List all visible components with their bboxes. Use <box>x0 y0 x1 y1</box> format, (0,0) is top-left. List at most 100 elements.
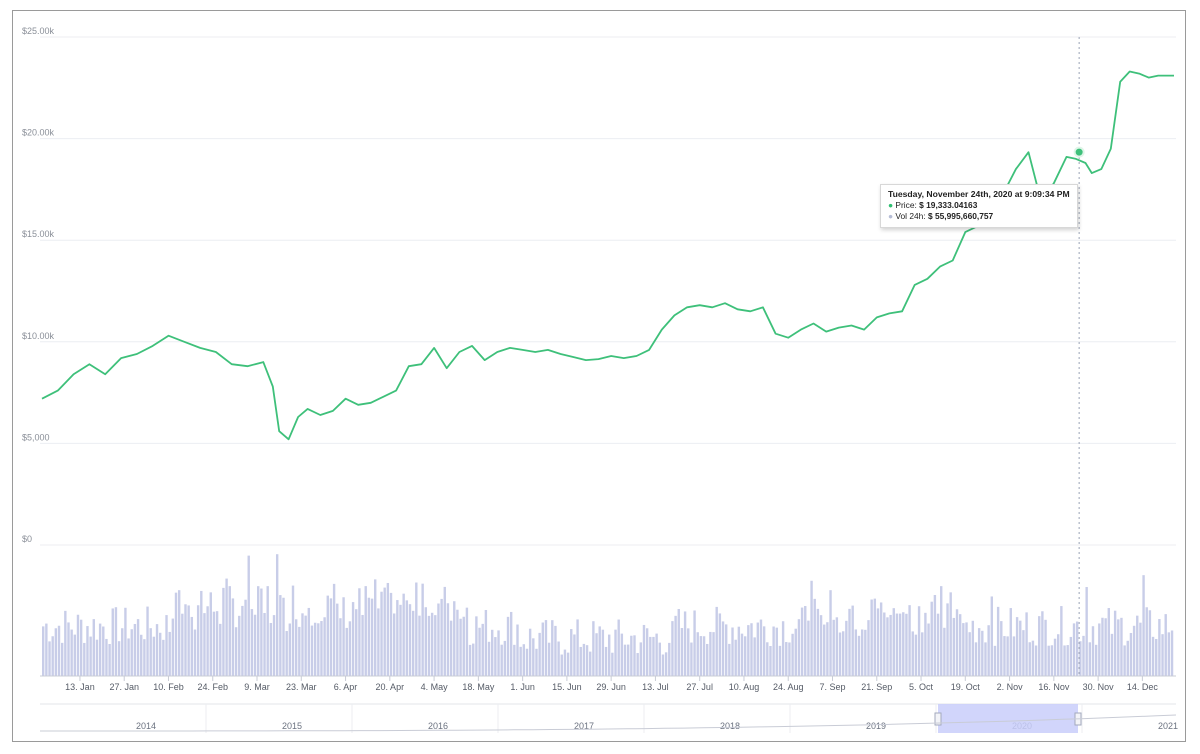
volume-bar <box>462 616 465 676</box>
tooltip: Tuesday, November 24th, 2020 at 9:09:34 … <box>880 184 1078 228</box>
volume-bar <box>241 605 244 676</box>
volume-bar <box>1151 636 1155 676</box>
volume-bar <box>497 630 500 676</box>
volume-bar <box>358 588 361 676</box>
volume-bar <box>332 583 336 676</box>
volume-bar <box>674 615 677 676</box>
volume-bar <box>168 631 171 676</box>
volume-bar <box>1170 630 1174 676</box>
volume-bar <box>1155 638 1158 676</box>
volume-bar <box>993 645 997 676</box>
volume-bar <box>721 621 725 676</box>
volume-bar <box>743 636 747 676</box>
volume-bar <box>661 654 665 676</box>
volume-bar <box>79 619 83 676</box>
volume-bar <box>386 582 390 676</box>
volume-bar <box>269 622 273 676</box>
volume-bar <box>990 596 994 676</box>
volume-bar <box>914 634 918 676</box>
navigator-year-label: 2017 <box>574 721 594 731</box>
volume-bar <box>453 601 456 676</box>
volume-bar <box>826 622 829 676</box>
volume-bar <box>234 627 238 676</box>
volume-bar <box>222 587 225 676</box>
x-tick-label: 24. Feb <box>197 682 228 692</box>
y-tick-label: $25.00k <box>22 26 55 36</box>
volume-bar <box>943 627 946 676</box>
volume-bar <box>140 634 143 676</box>
volume-bar <box>1136 615 1139 676</box>
volume-bar <box>1148 610 1152 676</box>
volume-bar <box>1072 623 1076 676</box>
y-tick-label: $0 <box>22 534 32 544</box>
price-series[interactable] <box>41 70 1174 441</box>
volume-bar <box>89 636 92 676</box>
volume-bar <box>857 635 861 676</box>
volume-bar <box>1009 608 1012 676</box>
volume-bar <box>753 637 756 676</box>
volume-bar <box>411 610 415 676</box>
volume-bar <box>1053 638 1057 676</box>
volume-bar <box>557 641 560 676</box>
volume-bar <box>437 603 440 676</box>
volume-bar <box>921 632 924 676</box>
volume-bar <box>244 599 247 676</box>
volume-bar <box>804 606 807 676</box>
volume-bar <box>184 604 187 676</box>
volume-bar <box>456 609 459 676</box>
volume-bar <box>819 615 823 676</box>
volume-bar <box>491 629 494 676</box>
volume-bar <box>608 634 611 676</box>
volume-bar <box>434 615 437 676</box>
y-tick-label: $10.00k <box>22 331 55 341</box>
volume-bar <box>127 638 130 676</box>
volume-bar <box>506 616 510 676</box>
volume-bar <box>209 592 212 676</box>
volume-bar <box>848 608 851 676</box>
volume-bar <box>747 625 750 676</box>
volume-bar <box>908 605 911 676</box>
volume-bar <box>895 613 899 676</box>
volume-bar <box>408 604 412 676</box>
volume-bar <box>484 609 488 676</box>
volume-bar <box>687 628 690 676</box>
volume-bar <box>829 590 832 676</box>
volume-bar <box>430 612 434 676</box>
navigator-year-label: 2019 <box>866 721 886 731</box>
volume-bar <box>291 585 295 676</box>
volume-bar <box>633 635 636 676</box>
navigator[interactable]: 20142015201620172018201920202021 <box>40 703 1178 733</box>
x-tick-label: 27. Jan <box>109 682 139 692</box>
volume-bar <box>547 642 551 676</box>
y-tick-label: $15.00k <box>22 229 55 239</box>
volume-bar <box>98 623 102 676</box>
volume-bar <box>1028 642 1031 676</box>
x-tick-label: 1. Jun <box>510 682 535 692</box>
volume-bar <box>1126 640 1129 676</box>
volume-bar <box>509 611 513 676</box>
volume-bar <box>589 651 592 676</box>
volume-bar <box>639 642 643 676</box>
volume-bar <box>728 643 731 676</box>
volume-bar <box>813 598 816 676</box>
volume-bar <box>927 623 930 676</box>
volume-bar <box>121 628 124 676</box>
volume-bar <box>415 582 418 676</box>
volume-bar <box>987 625 990 676</box>
volume-bar <box>620 633 624 676</box>
volume-bar <box>617 619 620 676</box>
volume-bar <box>762 626 766 676</box>
volume-bar <box>1034 645 1038 676</box>
volume-bar <box>1041 611 1044 676</box>
volume-bar <box>418 615 421 676</box>
volume-bar <box>845 620 848 676</box>
volume-bar <box>971 620 975 676</box>
volume-bar <box>601 629 605 676</box>
y-grid <box>40 36 1176 546</box>
x-tick-label: 30. Nov <box>1083 682 1115 692</box>
volume-bar <box>1006 636 1009 676</box>
x-tick-label: 15. Jun <box>552 682 582 692</box>
volume-bar <box>668 642 671 676</box>
volume-bar <box>611 652 614 676</box>
